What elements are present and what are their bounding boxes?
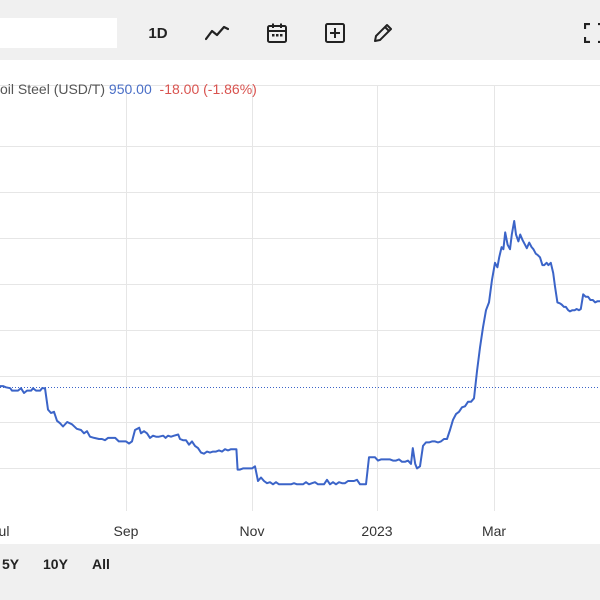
x-tick-label: 2023 — [361, 523, 392, 539]
range-10y-button[interactable]: 10Y — [43, 556, 68, 572]
price-series-line — [0, 220, 600, 486]
legend-symbol-name: oil Steel (USD/T) — [0, 81, 106, 97]
horizontal-gridlines — [0, 85, 600, 469]
chart-legend: oil Steel (USD/T) 950.00 -18.00 (-1.86%) — [0, 81, 257, 97]
plus-box-icon[interactable] — [320, 18, 350, 48]
chart-area[interactable]: ul Sep Nov 2023 Mar — [0, 60, 600, 544]
x-axis-ticks: ul Sep Nov 2023 Mar — [0, 523, 506, 539]
x-tick-label: Mar — [482, 523, 506, 539]
vertical-gridlines — [126, 85, 495, 511]
period-button[interactable]: 1D — [148, 24, 168, 42]
x-tick-label: Sep — [114, 523, 139, 539]
pencil-icon[interactable] — [368, 18, 398, 48]
legend-price: 950.00 — [108, 81, 152, 97]
legend-change: -18.00 (-1.86%) — [159, 81, 257, 97]
fullscreen-icon[interactable] — [582, 18, 600, 48]
range-all-button[interactable]: All — [92, 556, 110, 572]
range-5y-button[interactable]: 5Y — [2, 556, 20, 572]
toolbar: 1D — [0, 0, 600, 60]
symbol-input[interactable] — [0, 18, 117, 48]
x-tick-label: ul — [0, 523, 9, 539]
line-chart-icon[interactable] — [200, 18, 234, 48]
calendar-icon[interactable] — [262, 18, 292, 48]
price-chart[interactable]: ul Sep Nov 2023 Mar — [0, 60, 600, 544]
range-selector-bar — [0, 544, 600, 600]
x-tick-label: Nov — [240, 523, 265, 539]
